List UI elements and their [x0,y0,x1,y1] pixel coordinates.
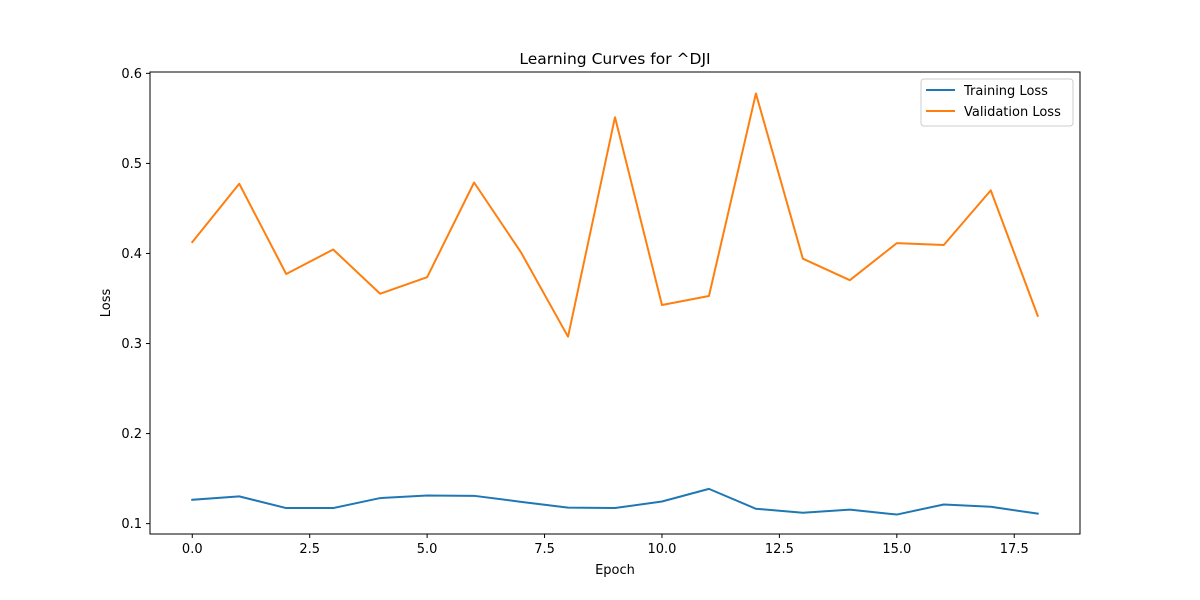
series-line-training-loss [191,487,1039,516]
y-tick-label: 0.3 [121,337,142,352]
y-tick-label: 0.1 [121,517,142,532]
plot-area [150,72,1080,534]
x-tick-label: 2.5 [299,542,320,557]
x-axis-label: Epoch [595,563,635,578]
x-tick-label: 15.0 [882,542,911,557]
y-tick-label: 0.2 [121,427,142,442]
y-axis-ticks: 0.1 0.2 0.3 0.4 0.5 0.6 [121,67,150,532]
x-tick-label: 0.0 [182,542,203,557]
legend-label-validation-loss: Validation Loss [964,105,1061,120]
y-tick-label: 0.4 [121,247,142,262]
series-layer [190,92,1040,516]
x-tick-label: 5.0 [417,542,438,557]
y-tick-label: 0.6 [121,67,142,82]
y-axis-label: Loss [99,289,114,318]
x-tick-label: 10.0 [647,542,676,557]
legend-label-training-loss: Training Loss [963,84,1048,99]
x-tick-label: 12.5 [765,542,794,557]
plot-frame [149,71,1081,535]
x-tick-label: 17.5 [1000,542,1029,557]
chart-title: Learning Curves for ^DJI [519,50,710,68]
x-tick-label: 7.5 [534,542,555,557]
legend: Training Loss Validation Loss [920,78,1074,127]
series-line-validation-loss [190,92,1040,338]
y-tick-label: 0.5 [121,157,142,172]
legend-frame [920,78,1074,127]
x-axis-ticks: 0.0 2.5 5.0 7.5 10.0 12.5 15.0 17.5 [182,534,1029,557]
